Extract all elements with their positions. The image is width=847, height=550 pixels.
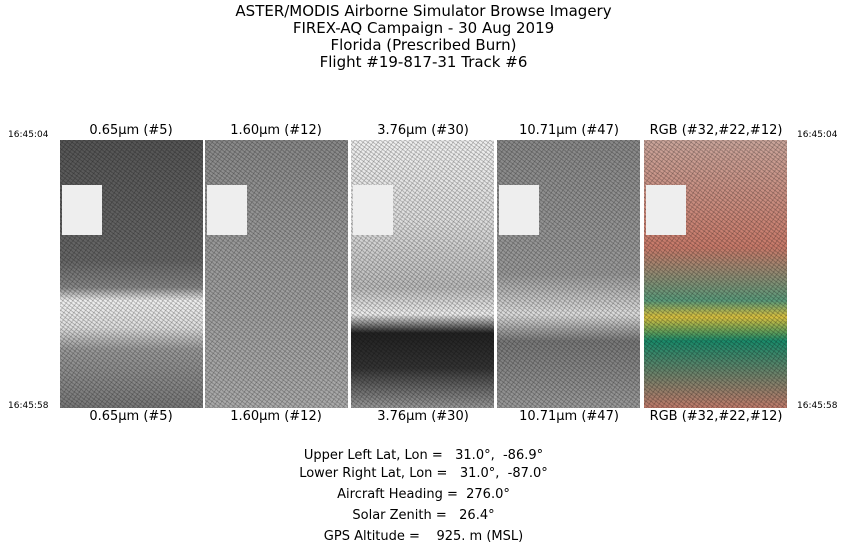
upper-left-coords: Upper Left Lat, Lon = 31.0°, -86.9° xyxy=(303,448,544,463)
solar-zenith: Solar Zenith = 26.4° xyxy=(352,508,495,523)
panel-label-bottom-2: 1.60μm (#12) xyxy=(230,409,322,424)
panel-label-top-5: RGB (#32,#22,#12) xyxy=(649,123,783,138)
title-line-4: Flight #19-817-31 Track #6 xyxy=(319,53,528,71)
start-time-left: 16:45:04 xyxy=(8,130,49,140)
image-panel-160 xyxy=(205,140,348,408)
start-time-right: 16:45:04 xyxy=(797,130,838,140)
end-time-left: 16:45:58 xyxy=(8,401,49,411)
image-panel-376 xyxy=(351,140,494,408)
panel-label-top-4: 10.71μm (#47) xyxy=(519,123,619,138)
panel-label-bottom-4: 10.71μm (#47) xyxy=(519,409,619,424)
image-panel-1071 xyxy=(497,140,640,408)
panel-label-bottom-5: RGB (#32,#22,#12) xyxy=(649,409,783,424)
gps-altitude: GPS Altitude = 925. m (MSL) xyxy=(323,529,524,544)
title-line-1: ASTER/MODIS Airborne Simulator Browse Im… xyxy=(235,2,612,20)
panel-label-top-2: 1.60μm (#12) xyxy=(230,123,322,138)
lower-right-coords: Lower Right Lat, Lon = 31.0°, -87.0° xyxy=(299,466,548,481)
panel-label-top-3: 3.76μm (#30) xyxy=(377,123,469,138)
title-line-2: FIREX-AQ Campaign - 30 Aug 2019 xyxy=(292,19,555,37)
panel-label-bottom-1: 0.65μm (#5) xyxy=(89,409,173,424)
title-line-3: Florida (Prescribed Burn) xyxy=(330,36,517,54)
panel-label-bottom-3: 3.76μm (#30) xyxy=(377,409,469,424)
aircraft-heading: Aircraft Heading = 276.0° xyxy=(337,487,510,502)
image-panel-rgb xyxy=(644,140,787,408)
panel-label-top-1: 0.65μm (#5) xyxy=(89,123,173,138)
image-panel-065 xyxy=(60,140,203,408)
end-time-right: 16:45:58 xyxy=(797,401,838,411)
